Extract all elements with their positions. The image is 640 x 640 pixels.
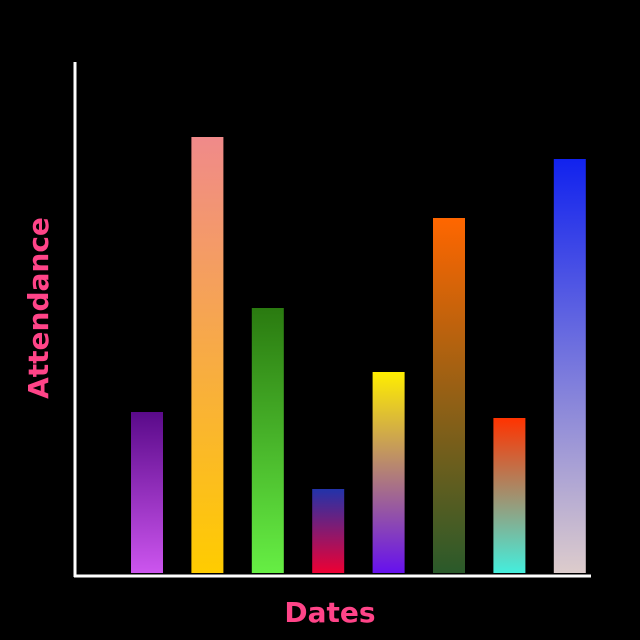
bar (372, 372, 405, 573)
bar (312, 489, 345, 573)
bar (191, 137, 224, 573)
x-axis-label: Dates (284, 596, 375, 629)
bar (251, 308, 284, 573)
y-axis-label: Attendance (22, 217, 55, 399)
bar (131, 412, 163, 573)
bar (433, 218, 465, 573)
bar (493, 418, 526, 573)
bar (553, 159, 586, 573)
